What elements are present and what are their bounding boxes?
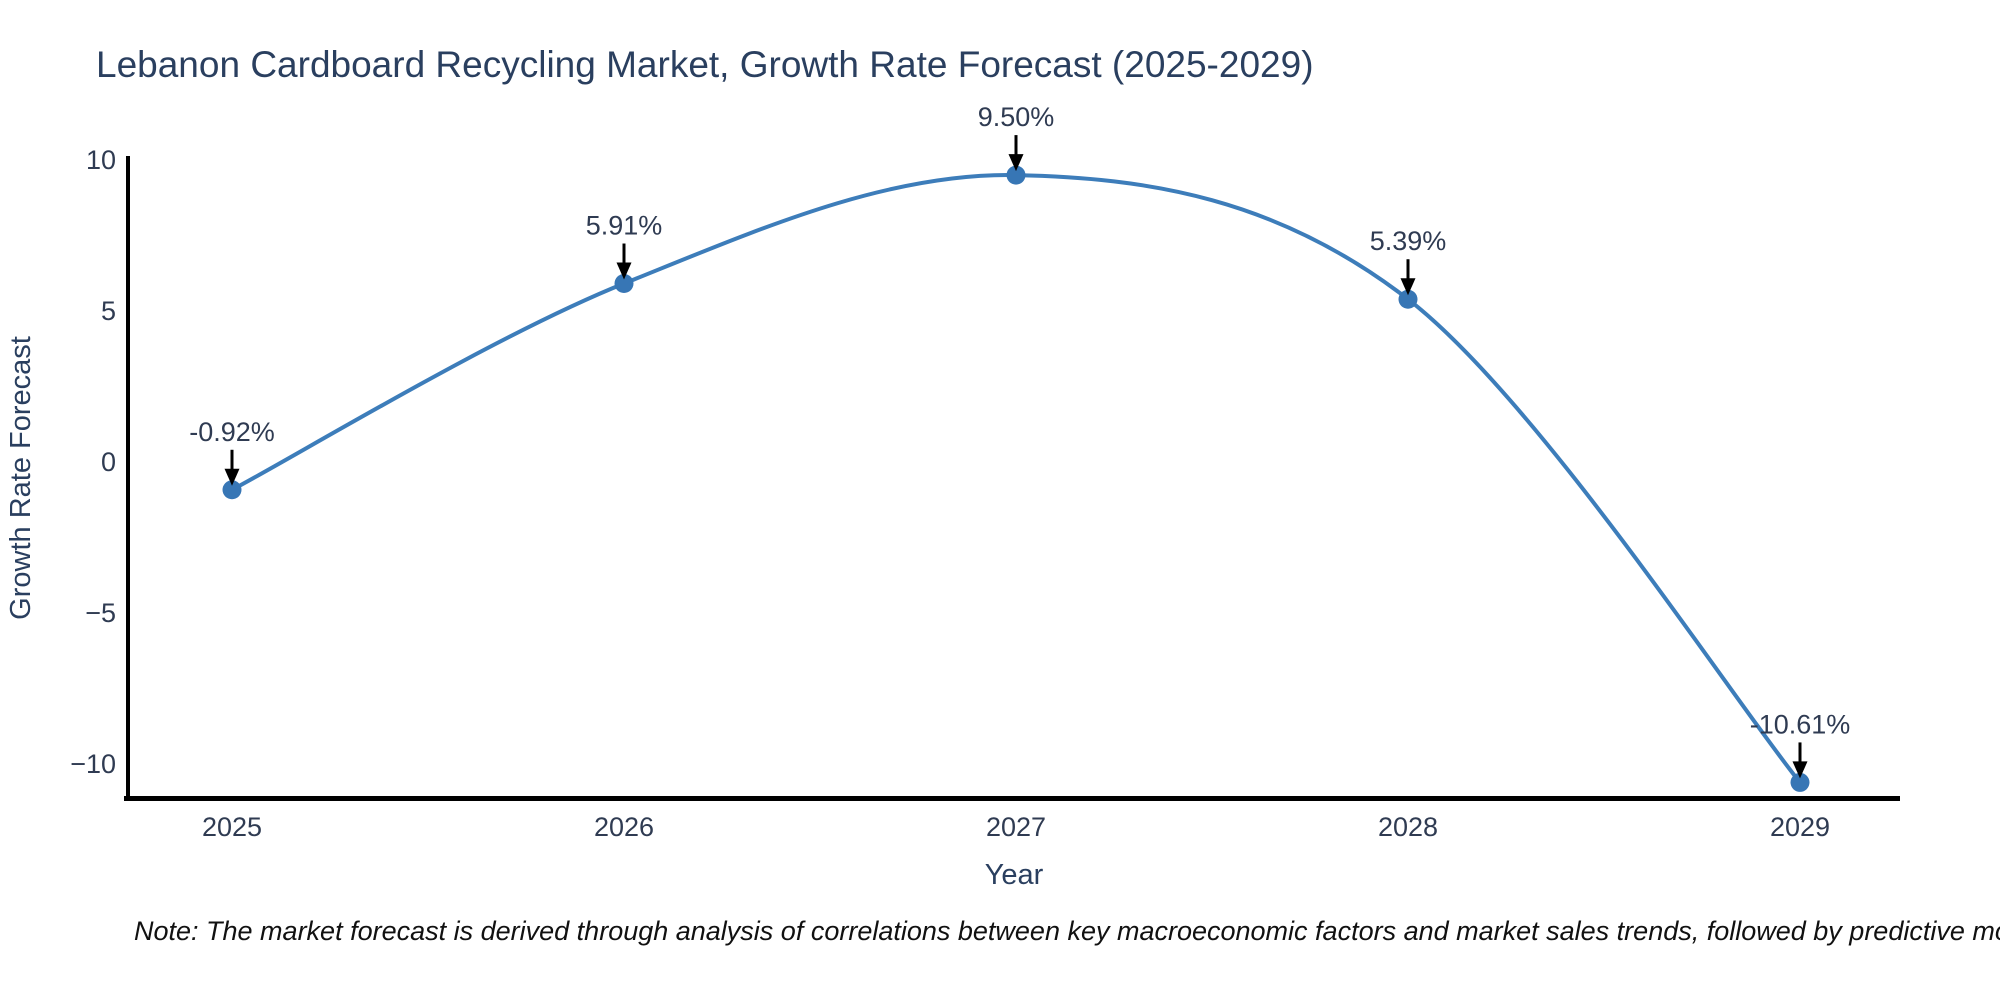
point-value-label: -0.92% xyxy=(189,417,275,447)
x-tick-label: 2028 xyxy=(1378,812,1438,842)
y-tick-label: 0 xyxy=(101,447,116,477)
y-tick-label: 10 xyxy=(86,145,116,175)
trend-line xyxy=(230,173,1802,785)
point-value-label: 5.91% xyxy=(586,211,663,241)
data-point xyxy=(1790,772,1810,792)
annotation-arrow-head xyxy=(1792,761,1808,779)
data-point xyxy=(222,480,242,500)
point-value-label: -10.61% xyxy=(1750,709,1851,739)
x-axis-spine xyxy=(124,796,1900,801)
point-value-label: 9.50% xyxy=(978,102,1055,132)
x-tick-label: 2029 xyxy=(1770,812,1830,842)
y-tick-label: 5 xyxy=(101,296,116,326)
x-tick-label: 2026 xyxy=(594,812,654,842)
data-point xyxy=(614,274,634,294)
data-point xyxy=(1398,289,1418,309)
annotation-arrow-head xyxy=(1400,278,1416,296)
x-axis-title: Year xyxy=(985,859,1044,891)
x-tick-label: 2025 xyxy=(202,812,262,842)
x-tick-label: 2027 xyxy=(986,812,1046,842)
point-value-label: 5.39% xyxy=(1370,226,1447,256)
y-tick-label: −10 xyxy=(70,749,116,779)
footnote: Note: The market forecast is derived thr… xyxy=(134,916,2000,946)
y-axis-title: Growth Rate Forecast xyxy=(5,336,37,620)
annotation-arrow-head xyxy=(616,262,632,280)
data-point xyxy=(1006,165,1026,185)
annotation-arrow-head xyxy=(224,468,240,486)
annotation-arrow-head xyxy=(1008,154,1024,172)
y-axis-spine xyxy=(126,156,130,800)
y-tick-label: −5 xyxy=(85,598,116,628)
chart-title: Lebanon Cardboard Recycling Market, Grow… xyxy=(96,44,1314,85)
